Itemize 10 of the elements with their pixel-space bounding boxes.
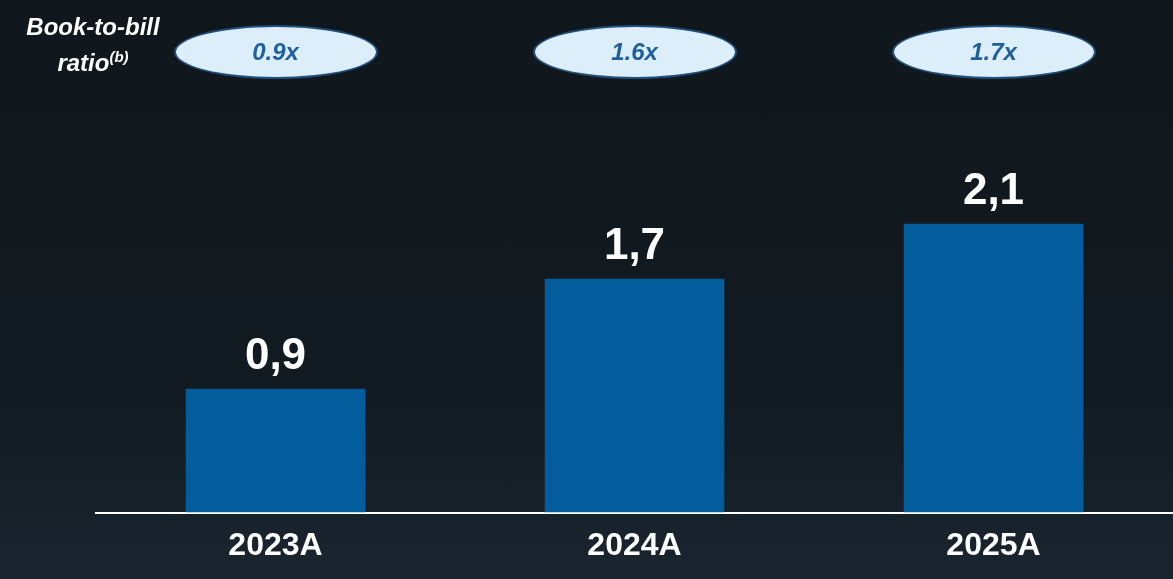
text: Book-to-bill ratio$^{(b)}$: [25, 12, 161, 78]
x-tick-label: 2025A: [946, 525, 1041, 562]
data-label: 1,7: [603, 218, 666, 268]
x-tick-label: 2024A: [587, 525, 682, 562]
data-label: 2,1: [962, 163, 1025, 213]
x-tick-label: 2023A: [228, 525, 323, 562]
data-label: 0,9: [244, 328, 307, 378]
text: 1.6x: [532, 25, 737, 79]
text: 0.9x: [173, 25, 378, 79]
text: 1.7x: [891, 25, 1096, 79]
